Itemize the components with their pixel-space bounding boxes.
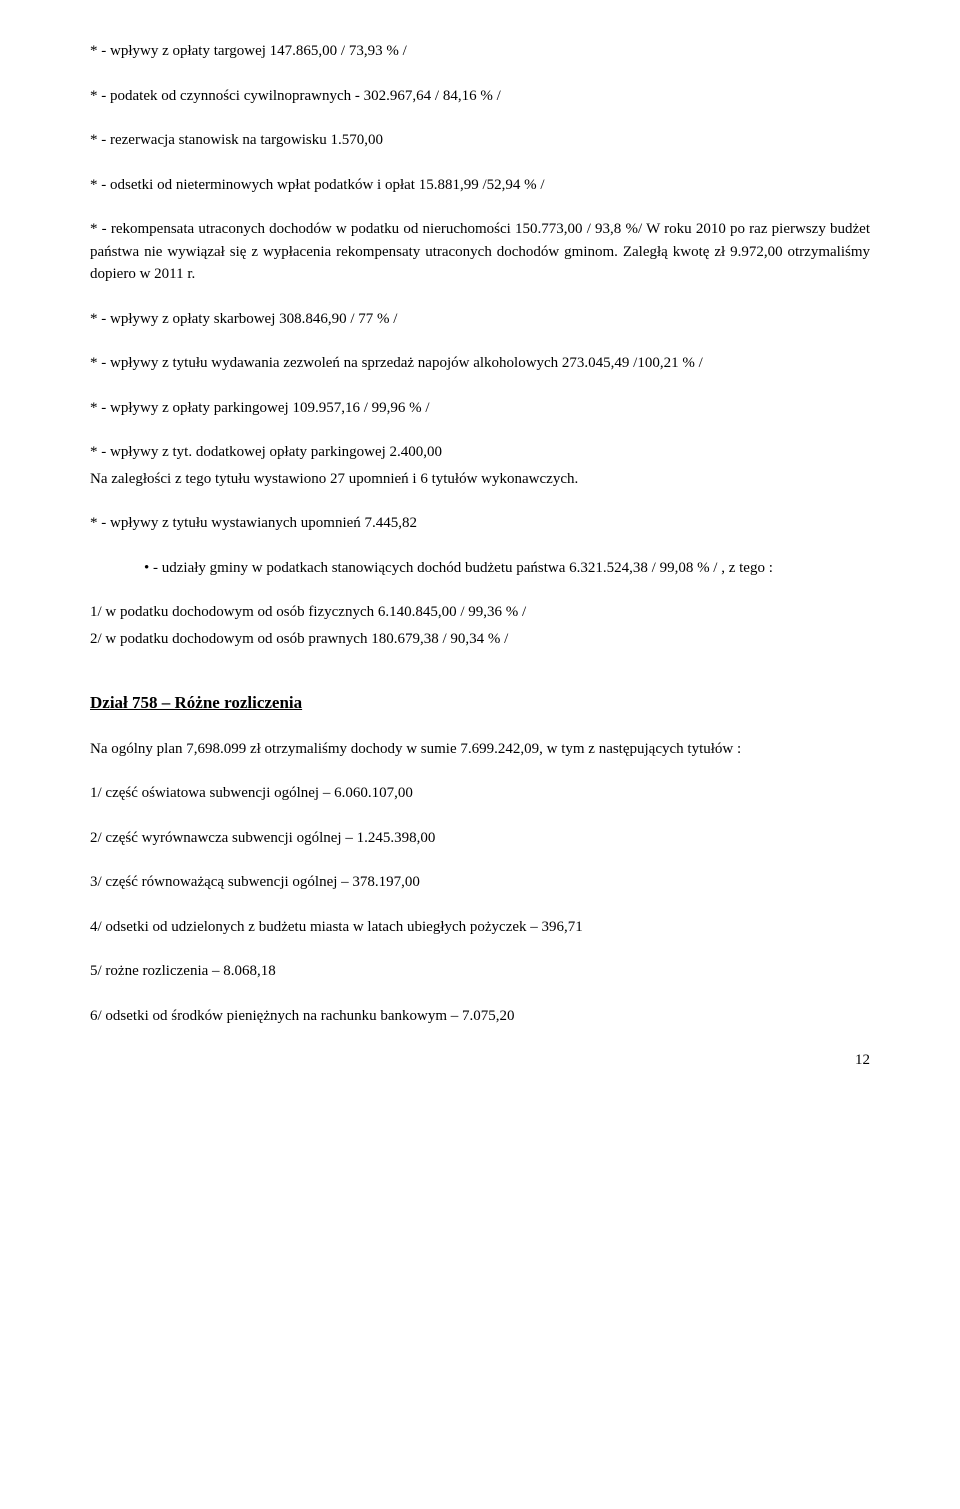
line-item: * - odsetki od nieterminowych wpłat poda… — [90, 174, 870, 197]
line-item: 2/ w podatku dochodowym od osób prawnych… — [90, 628, 870, 651]
section-item: 4/ odsetki od udzielonych z budżetu mias… — [90, 916, 870, 939]
section-item: 3/ część równoważącą subwencji ogólnej –… — [90, 871, 870, 894]
line-item-note: Na zaległości z tego tytułu wystawiono 2… — [90, 468, 870, 491]
section-item: 5/ rożne rozliczenia – 8.068,18 — [90, 960, 870, 983]
page-number: 12 — [90, 1049, 870, 1072]
bullet-item: - udziały gminy w podatkach stanowiących… — [144, 557, 870, 580]
line-item: 1/ w podatku dochodowym od osób fizyczny… — [90, 601, 870, 624]
section-heading: Dział 758 – Różne rozliczenia — [90, 690, 870, 716]
line-item: * - wpływy z tytułu wystawianych upomnie… — [90, 512, 870, 535]
line-item: * - rezerwacja stanowisk na targowisku 1… — [90, 129, 870, 152]
line-item: * - podatek od czynności cywilnoprawnych… — [90, 85, 870, 108]
line-item: * - wpływy z opłaty targowej 147.865,00 … — [90, 40, 870, 63]
line-item: * - wpływy z opłaty parkingowej 109.957,… — [90, 397, 870, 420]
section-intro: Na ogólny plan 7,698.099 zł otrzymaliśmy… — [90, 738, 870, 761]
line-item: * - wpływy z tytułu wydawania zezwoleń n… — [90, 352, 870, 375]
section-item: 1/ część oświatowa subwencji ogólnej – 6… — [90, 782, 870, 805]
bullet-text: - udziały gminy w podatkach stanowiących… — [153, 560, 773, 576]
section-item: 2/ część wyrównawcza subwencji ogólnej –… — [90, 827, 870, 850]
bullet-icon — [144, 560, 153, 576]
line-item: * - rekompensata utraconych dochodów w p… — [90, 218, 870, 286]
section-item: 6/ odsetki od środków pieniężnych na rac… — [90, 1005, 870, 1028]
line-item: * - wpływy z tyt. dodatkowej opłaty park… — [90, 441, 870, 464]
line-item: * - wpływy z opłaty skarbowej 308.846,90… — [90, 308, 870, 331]
